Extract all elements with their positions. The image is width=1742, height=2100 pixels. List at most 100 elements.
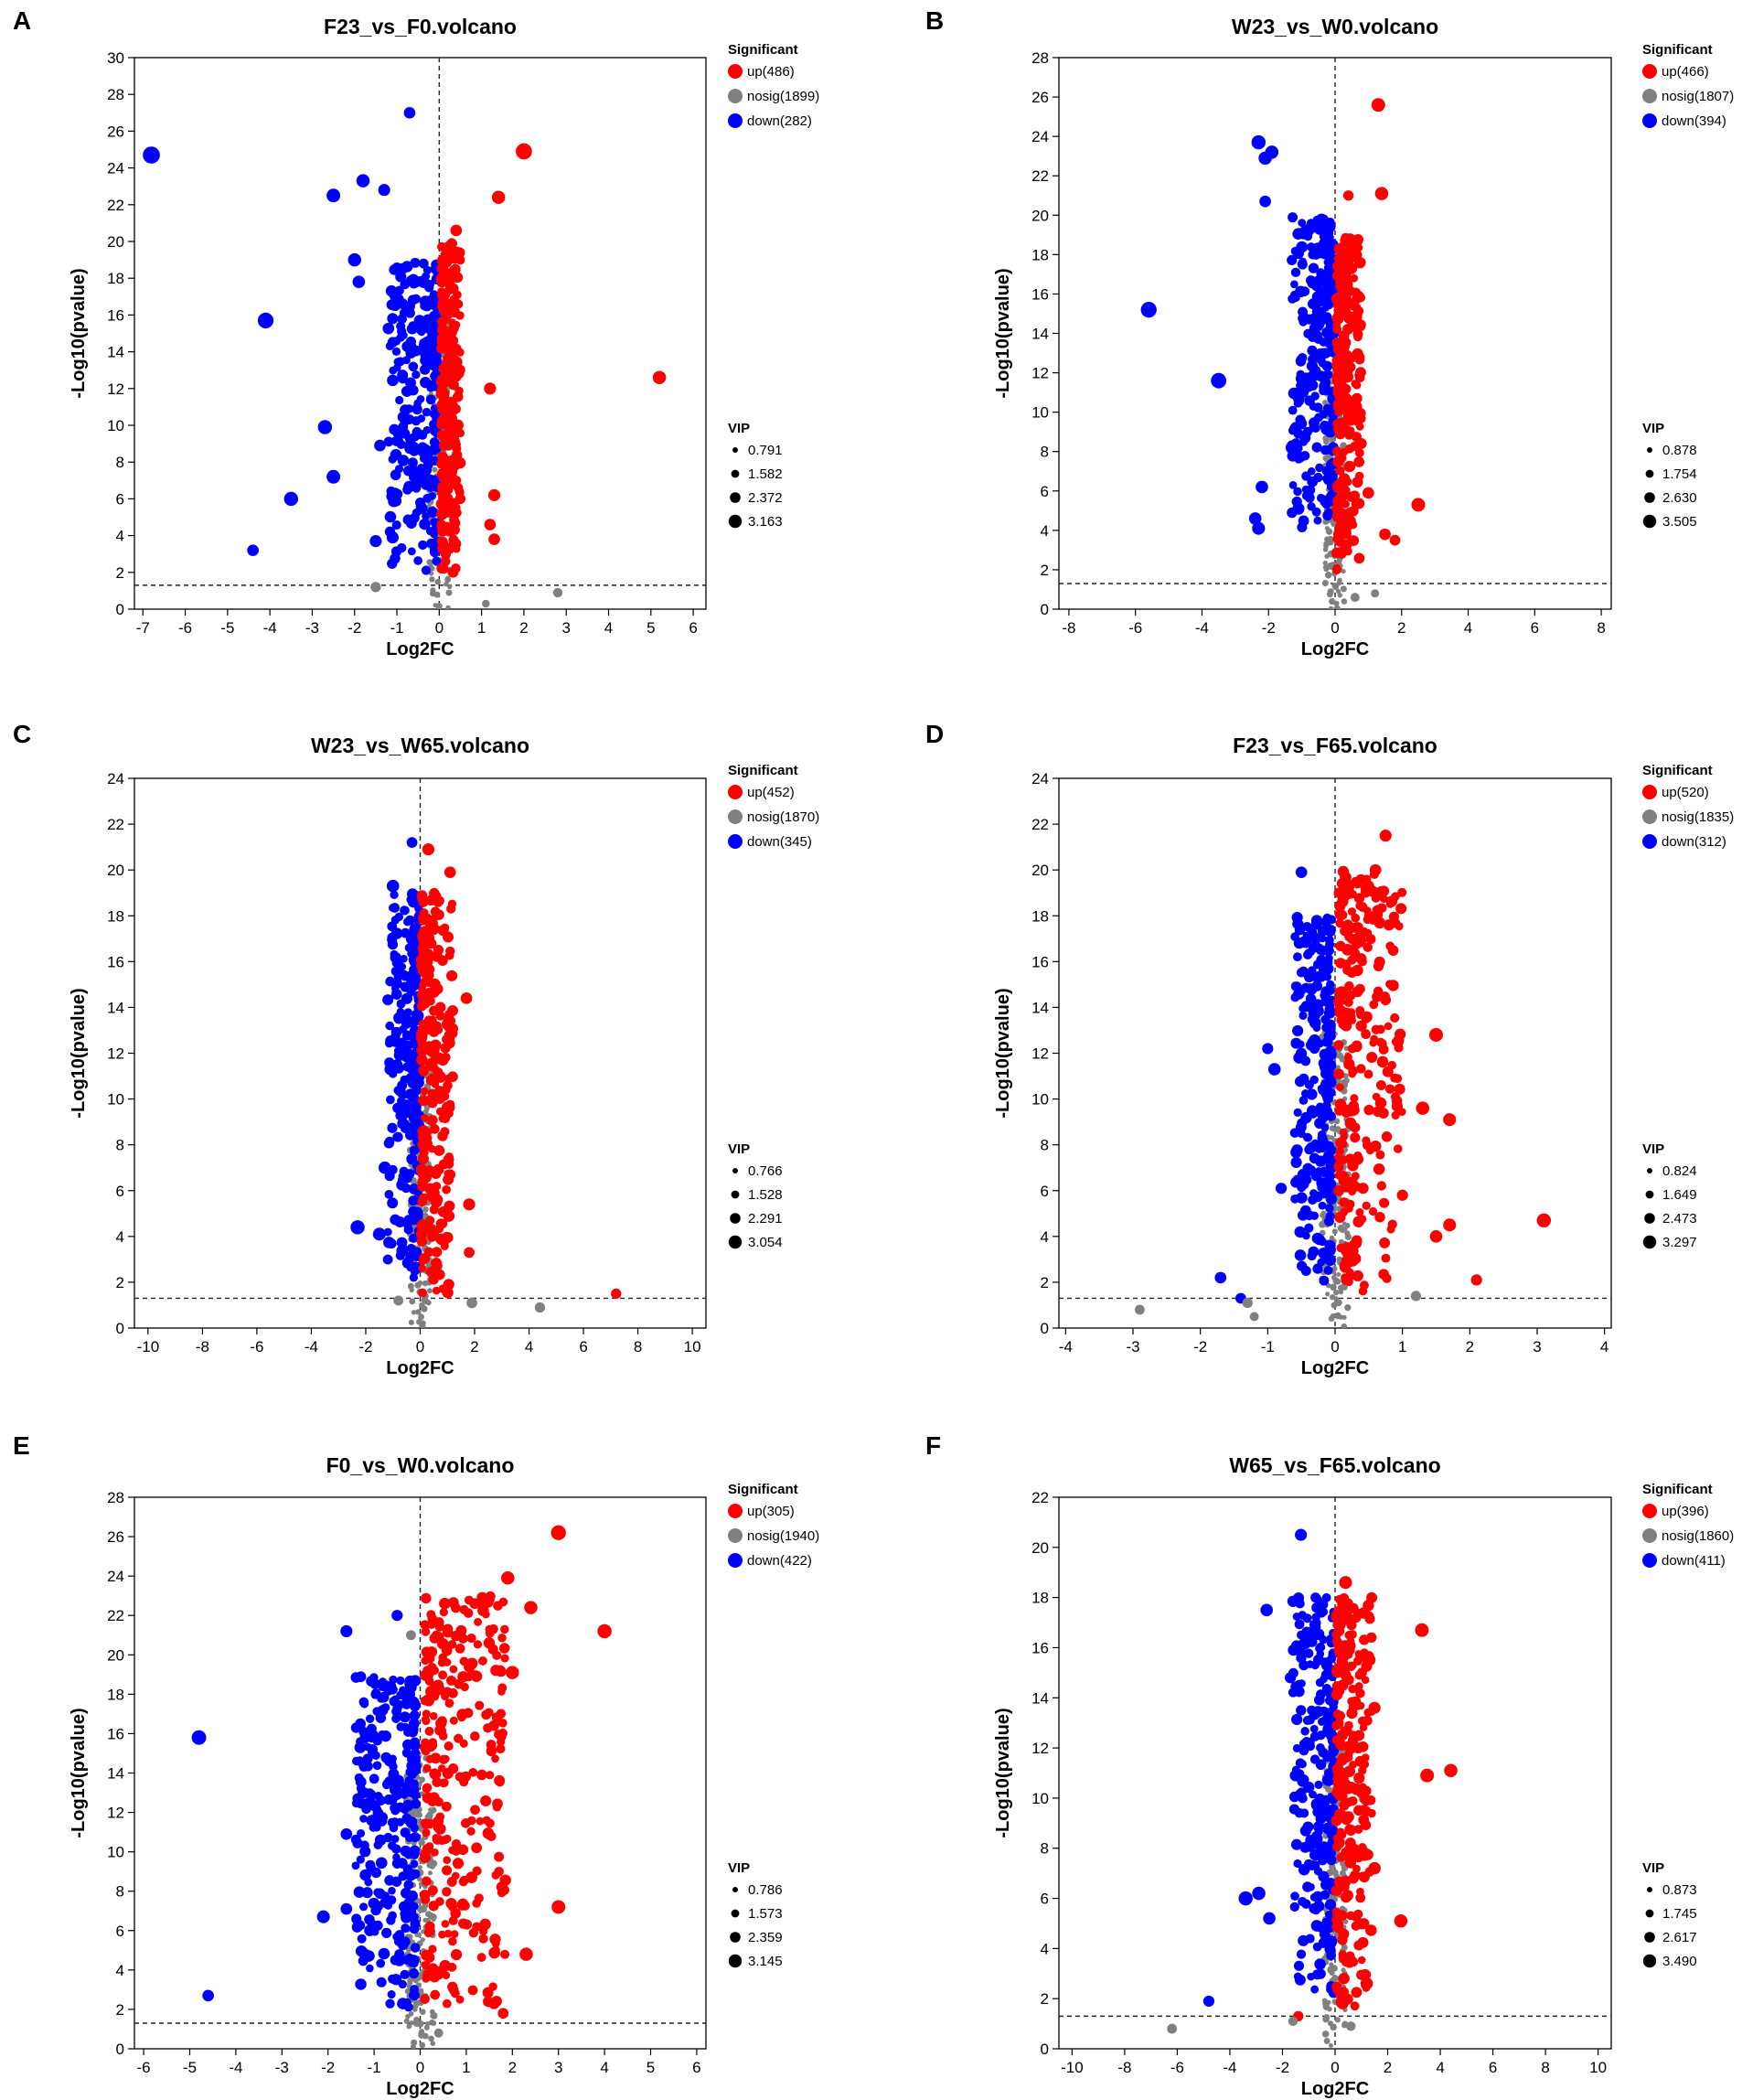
point-nosig <box>410 2043 416 2049</box>
point-up <box>1381 1131 1393 1142</box>
point-down <box>369 1773 379 1784</box>
point-down <box>1306 275 1316 286</box>
point-up <box>1365 934 1376 945</box>
x-tick-label: 6 <box>692 2059 700 2076</box>
point-down <box>401 1699 411 1709</box>
point-down <box>397 542 407 553</box>
legend-label-up: up(466) <box>1662 64 1709 80</box>
point-up <box>1391 1037 1400 1046</box>
point-up <box>1415 1623 1429 1637</box>
point-up <box>1376 1055 1389 1068</box>
point-nosig <box>1341 1323 1348 1328</box>
x-tick-label: -8 <box>1062 619 1075 637</box>
point-up <box>480 1795 492 1807</box>
point-down <box>384 1189 394 1199</box>
point-nosig <box>1330 1283 1337 1291</box>
point-up <box>455 1995 465 2004</box>
point-nosig <box>1322 2003 1331 2010</box>
y-tick-label: 10 <box>107 417 124 434</box>
point-down <box>373 1888 382 1897</box>
point-down <box>1313 1867 1323 1876</box>
point-up <box>439 1608 448 1617</box>
point-nosig <box>1330 1294 1336 1301</box>
point-nosig <box>405 2013 411 2020</box>
point-nosig <box>1410 1291 1422 1302</box>
point-down <box>1314 1696 1322 1705</box>
point-up <box>416 1236 428 1247</box>
point-up <box>486 1831 497 1842</box>
point-up <box>1333 1876 1346 1889</box>
point-down <box>1298 966 1309 978</box>
point-up <box>1345 1951 1355 1961</box>
vip-size-label: 0.878 <box>1662 443 1697 458</box>
point-down <box>383 436 394 447</box>
point-down <box>406 1063 417 1074</box>
y-tick-label: 22 <box>107 816 124 833</box>
point-down <box>1275 1183 1288 1195</box>
point-up <box>1345 887 1355 896</box>
y-axis-title: -Log10(pvalue) <box>69 1708 89 1838</box>
point-nosig <box>1341 598 1348 605</box>
point-nosig <box>426 559 433 566</box>
point-nosig <box>422 1917 428 1923</box>
point-down <box>406 888 419 900</box>
x-tick-label: 1 <box>1398 1338 1406 1355</box>
y-tick-label: 10 <box>1031 1790 1049 1807</box>
y-tick-label: 16 <box>107 306 124 324</box>
point-down <box>387 1197 399 1209</box>
point-up <box>1332 548 1342 559</box>
point-up <box>1334 1761 1343 1770</box>
point-up <box>1332 446 1342 456</box>
point-down <box>1299 1808 1309 1818</box>
x-tick-label: -2 <box>321 2059 335 2076</box>
point-up <box>449 522 460 533</box>
point-nosig <box>1324 571 1332 579</box>
point-down <box>1308 1008 1320 1020</box>
point-up <box>438 1218 448 1228</box>
point-down <box>406 1760 418 1772</box>
point-up <box>454 488 465 498</box>
point-nosig <box>408 1319 414 1325</box>
point-down <box>1295 1758 1306 1768</box>
point-down <box>405 933 418 945</box>
point-down <box>383 1138 394 1149</box>
x-tick-label: -7 <box>136 619 150 637</box>
x-tick-label: -8 <box>196 1338 209 1355</box>
point-nosig <box>1326 562 1334 570</box>
point-up <box>1376 1181 1386 1191</box>
point-nosig <box>1341 2022 1348 2029</box>
point-down <box>1322 474 1334 486</box>
y-axis-title: -Log10(pvalue) <box>993 988 1013 1118</box>
legend-swatch-nosig <box>728 809 743 824</box>
point-up <box>433 1145 445 1156</box>
vip-size-swatch <box>730 1932 741 1943</box>
point-nosig <box>1288 2016 1298 2027</box>
point-up <box>455 1624 467 1636</box>
x-tick-label: -6 <box>1170 2059 1184 2076</box>
point-down <box>384 510 397 523</box>
point-down <box>369 1800 380 1812</box>
point-up <box>1338 1173 1348 1184</box>
point-nosig <box>1323 541 1330 548</box>
point-down <box>1326 222 1336 232</box>
point-up <box>501 1571 515 1585</box>
point-up <box>436 302 446 311</box>
point-up <box>1333 1838 1344 1848</box>
point-down <box>1324 232 1334 242</box>
point-down <box>1238 1891 1253 1906</box>
point-up <box>1363 1069 1373 1079</box>
point-down <box>359 1869 371 1881</box>
point-up <box>427 1885 438 1896</box>
point-down <box>404 414 415 424</box>
point-down <box>391 264 402 274</box>
point-down <box>1312 1191 1323 1203</box>
point-down <box>422 272 431 281</box>
point-down <box>387 939 399 950</box>
vip-size-swatch <box>730 492 741 503</box>
point-up <box>1332 500 1343 511</box>
y-tick-label: 14 <box>1031 326 1049 343</box>
point-up <box>437 335 446 344</box>
point-up <box>444 1074 453 1083</box>
